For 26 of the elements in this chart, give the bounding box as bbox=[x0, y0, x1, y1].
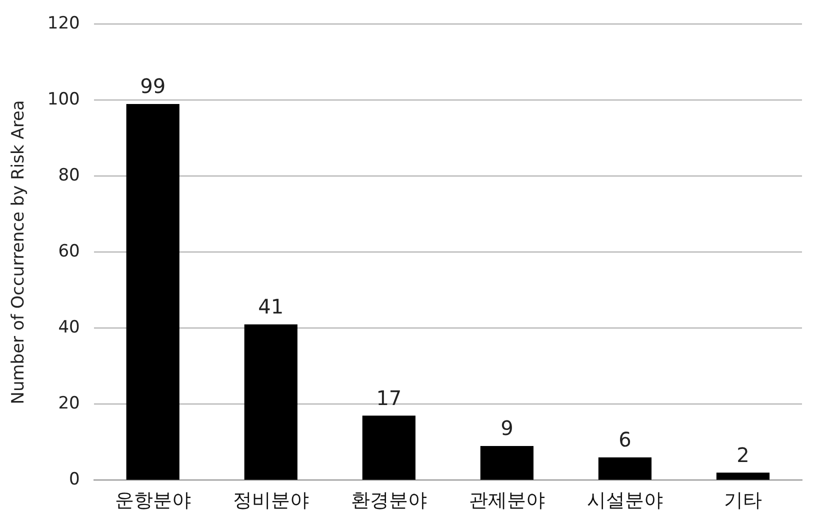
y-tick-label: 120 bbox=[47, 14, 80, 34]
y-axis-title: Number of Occurrence by Risk Area bbox=[8, 100, 29, 404]
bar bbox=[598, 457, 652, 480]
data-label: 6 bbox=[618, 428, 632, 452]
x-tick-label: 관제분야 bbox=[468, 490, 545, 512]
x-tick-label: 환경분야 bbox=[350, 490, 427, 512]
x-tick-label: 정비분야 bbox=[232, 490, 309, 512]
y-tick-label: 60 bbox=[58, 242, 80, 262]
bar bbox=[480, 446, 534, 480]
bar bbox=[244, 324, 298, 480]
data-label: 17 bbox=[376, 386, 402, 410]
y-tick-label: 20 bbox=[58, 394, 80, 414]
data-label: 2 bbox=[736, 442, 750, 467]
y-tick-label: 0 bbox=[69, 470, 80, 490]
y-tick-label: 80 bbox=[58, 166, 80, 186]
data-label: 41 bbox=[258, 294, 284, 319]
data-label: 99 bbox=[140, 74, 166, 98]
bar bbox=[126, 104, 180, 480]
data-label: 9 bbox=[500, 416, 514, 440]
y-tick-label: 40 bbox=[58, 318, 80, 338]
x-tick-label: 운항분야 bbox=[114, 490, 191, 512]
y-tick-label: 100 bbox=[47, 90, 80, 110]
x-tick-label: 기타 bbox=[724, 490, 762, 512]
bar bbox=[716, 472, 770, 480]
bar bbox=[362, 416, 416, 480]
x-tick-label: 시설분야 bbox=[586, 490, 663, 512]
